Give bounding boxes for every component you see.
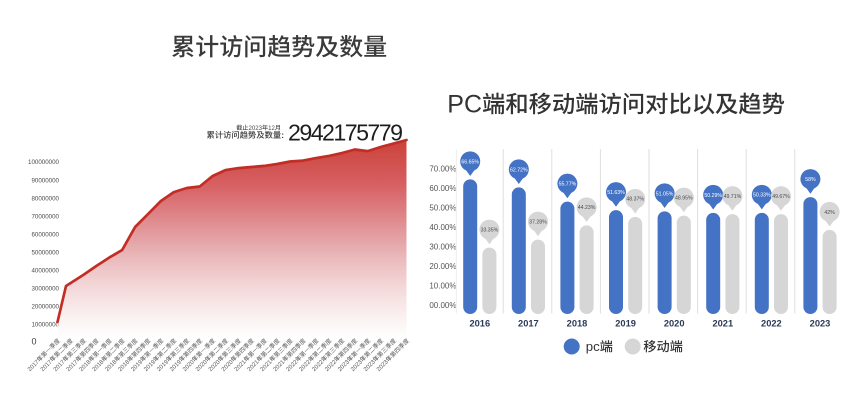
svg-text:51.63%: 51.63%: [607, 190, 625, 196]
svg-text:2022: 2022: [761, 319, 782, 329]
svg-text:20000000: 20000000: [31, 304, 59, 311]
svg-text:2017: 2017: [518, 319, 539, 329]
svg-text:62.72%: 62.72%: [510, 167, 528, 173]
svg-text:10.00%: 10.00%: [429, 282, 456, 291]
svg-text:70.00%: 70.00%: [429, 165, 456, 174]
svg-text:49.71%: 49.71%: [724, 194, 742, 200]
svg-text:20.00%: 20.00%: [429, 262, 456, 271]
svg-text:12: 12: [268, 125, 275, 132]
svg-text:30000000: 30000000: [31, 286, 59, 293]
svg-text:51.05%: 51.05%: [656, 191, 674, 197]
svg-text:60000000: 60000000: [31, 231, 59, 238]
svg-text:pc: pc: [586, 339, 600, 354]
svg-text:0: 0: [31, 337, 36, 347]
svg-text:40000000: 40000000: [31, 268, 59, 275]
svg-text:2023: 2023: [810, 319, 831, 329]
svg-text:2019: 2019: [615, 319, 636, 329]
svg-text:55.77%: 55.77%: [559, 182, 577, 188]
svg-text:2016: 2016: [469, 319, 490, 329]
svg-text:2942175779: 2942175779: [288, 120, 402, 146]
svg-text::: :: [281, 130, 284, 140]
svg-text:50.33%: 50.33%: [753, 193, 771, 199]
svg-text:48.95%: 48.95%: [675, 196, 693, 202]
svg-text:49.67%: 49.67%: [772, 194, 790, 200]
svg-text:30.00%: 30.00%: [429, 243, 456, 252]
svg-text:PC: PC: [447, 90, 482, 118]
svg-text:44.23%: 44.23%: [578, 205, 596, 211]
svg-text:70000000: 70000000: [31, 213, 59, 220]
svg-text:48.37%: 48.37%: [626, 197, 644, 203]
svg-text:42%: 42%: [824, 210, 835, 216]
svg-text:37.28%: 37.28%: [529, 219, 547, 225]
svg-text:2020: 2020: [664, 319, 685, 329]
svg-text:66.65%: 66.65%: [461, 159, 479, 165]
svg-text:50000000: 50000000: [31, 250, 59, 257]
svg-text:90000000: 90000000: [31, 177, 59, 184]
svg-text:2023: 2023: [248, 125, 262, 132]
svg-text:10000000: 10000000: [31, 322, 59, 329]
svg-text:00.00%: 00.00%: [429, 301, 456, 310]
svg-text:50.29%: 50.29%: [704, 193, 722, 199]
svg-text:60.00%: 60.00%: [429, 184, 456, 193]
svg-text:40.00%: 40.00%: [429, 223, 456, 232]
svg-text:2021: 2021: [712, 319, 733, 329]
svg-text:33.35%: 33.35%: [481, 228, 499, 234]
svg-text:2018: 2018: [567, 319, 588, 329]
svg-text:58%: 58%: [805, 177, 816, 183]
svg-text:100000000: 100000000: [28, 159, 60, 166]
svg-text:80000000: 80000000: [31, 195, 59, 202]
svg-text:50.00%: 50.00%: [429, 204, 456, 213]
